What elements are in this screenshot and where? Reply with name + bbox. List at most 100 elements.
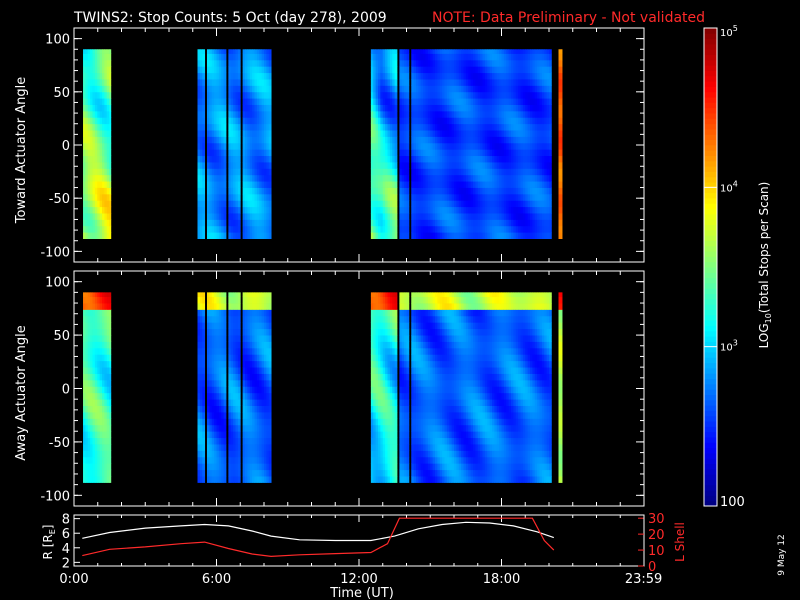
toward-cell (202, 225, 206, 233)
toward-cell (245, 110, 248, 118)
toward-cell (515, 53, 519, 61)
away-cell (242, 373, 246, 381)
toward-cell (546, 117, 550, 125)
away-cell (373, 437, 377, 445)
away-cell (233, 347, 236, 355)
toward-cell (435, 53, 438, 61)
away-cell (87, 367, 91, 374)
away-cell (259, 354, 263, 362)
toward-cell (449, 85, 453, 93)
toward-cell (202, 232, 206, 239)
away-cell (99, 341, 103, 349)
toward-cell (199, 85, 203, 93)
toward-cell (496, 181, 500, 188)
toward-cell (266, 155, 270, 163)
toward-cell (261, 155, 265, 163)
away-cell (247, 309, 251, 317)
away-cell (375, 437, 379, 445)
toward-cell (446, 136, 450, 144)
toward-cell (489, 117, 493, 125)
toward-cell (527, 117, 531, 125)
away-cell (235, 399, 239, 406)
away-cell (209, 456, 213, 464)
toward-cell (221, 91, 225, 99)
toward-cell (513, 213, 517, 220)
toward-cell (532, 181, 536, 188)
away-cell (87, 292, 91, 298)
toward-cell (249, 225, 253, 233)
toward-cell (87, 174, 91, 182)
away-cell (221, 379, 225, 387)
toward-cell (214, 110, 217, 118)
away-cell (83, 354, 86, 362)
toward-cell (439, 98, 443, 105)
away-cell (197, 322, 201, 330)
toward-cell (221, 155, 225, 163)
toward-cell (420, 225, 424, 233)
toward-cell (223, 200, 227, 208)
toward-cell (487, 219, 491, 227)
toward-cell (432, 136, 436, 144)
away-cell (245, 360, 248, 368)
toward-cell (109, 219, 112, 227)
toward-cell (458, 219, 462, 227)
toward-cell (373, 142, 377, 150)
toward-cell (233, 59, 236, 67)
toward-cell (477, 110, 481, 118)
away-cell (221, 469, 225, 477)
toward-cell (90, 59, 93, 67)
toward-cell (423, 79, 426, 86)
away-cell (99, 373, 103, 381)
away-cell (235, 303, 239, 310)
toward-cell (506, 200, 510, 208)
toward-cell (463, 174, 467, 182)
toward-cell (247, 193, 251, 201)
toward-cell (539, 91, 543, 99)
toward-cell (109, 85, 112, 93)
toward-cell (430, 142, 434, 150)
toward-cell (237, 79, 241, 86)
toward-cell (197, 85, 201, 93)
toward-cell (370, 213, 374, 220)
toward-cell (541, 187, 545, 195)
toward-cell (214, 72, 217, 80)
toward-cell (404, 181, 407, 188)
away-cell (221, 309, 225, 317)
away-cell (218, 354, 222, 362)
away-cell (254, 360, 258, 368)
toward-cell (530, 136, 533, 144)
toward-cell (264, 193, 267, 201)
away-cell (254, 399, 258, 406)
away-cell (264, 309, 267, 317)
toward-cell (249, 66, 253, 74)
away-cell (247, 405, 251, 413)
away-cell (261, 444, 265, 451)
toward-cell (558, 66, 562, 74)
toward-cell (489, 53, 493, 61)
toward-cell (252, 168, 255, 176)
away-cell (233, 367, 236, 374)
toward-cell (446, 110, 450, 118)
toward-cell (392, 72, 396, 80)
away-cell (214, 315, 217, 323)
toward-cell (515, 110, 519, 118)
toward-cell (233, 213, 236, 220)
away-cell (380, 456, 384, 464)
toward-cell (211, 85, 215, 93)
toward-cell (458, 85, 462, 93)
toward-cell (199, 136, 203, 144)
toward-cell (541, 123, 545, 131)
away-cell (254, 456, 258, 464)
toward-cell (489, 225, 493, 233)
away-cell (256, 322, 260, 330)
toward-cell (518, 85, 521, 93)
toward-cell (214, 155, 217, 163)
away-cell (245, 322, 248, 330)
toward-cell (439, 162, 443, 169)
away-cell (252, 386, 255, 394)
toward-cell (394, 232, 398, 239)
toward-cell (392, 142, 396, 150)
toward-cell (532, 206, 536, 214)
toward-cell (202, 162, 206, 169)
toward-cell (104, 206, 108, 214)
